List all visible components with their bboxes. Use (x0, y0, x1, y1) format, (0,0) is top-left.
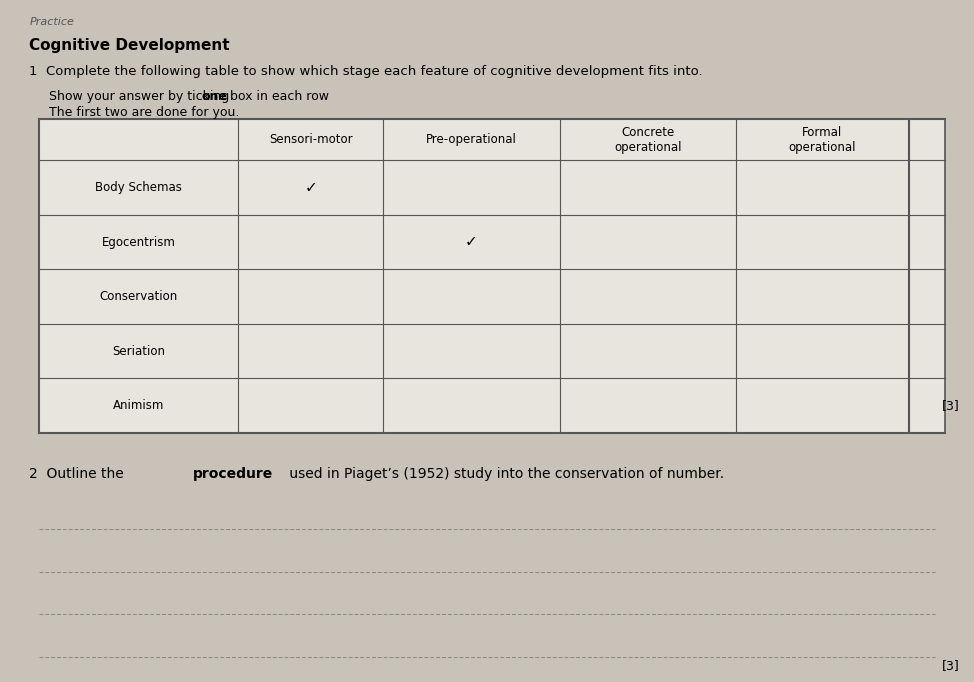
Text: 1  Complete the following table to show which stage each feature of cognitive de: 1 Complete the following table to show w… (29, 65, 703, 78)
Text: Practice: Practice (29, 17, 74, 27)
Text: ✓: ✓ (304, 180, 318, 195)
Text: Show your answer by ticking: Show your answer by ticking (49, 90, 233, 103)
Text: Body Schemas: Body Schemas (95, 181, 182, 194)
Text: Cognitive Development: Cognitive Development (29, 38, 230, 53)
Text: [3]: [3] (942, 659, 959, 672)
Text: ✓: ✓ (466, 235, 478, 250)
Text: used in Piaget’s (1952) study into the conservation of number.: used in Piaget’s (1952) study into the c… (285, 467, 725, 481)
Text: Seriation: Seriation (112, 344, 166, 357)
Text: Concrete
operational: Concrete operational (615, 125, 682, 153)
Text: Formal
operational: Formal operational (789, 125, 856, 153)
Text: one: one (202, 90, 228, 103)
Text: box in each row: box in each row (226, 90, 329, 103)
Text: The first two are done for you.: The first two are done for you. (49, 106, 239, 119)
Text: Pre-operational: Pre-operational (426, 133, 517, 146)
Text: 2  Outline the: 2 Outline the (29, 467, 129, 481)
Text: Sensori-motor: Sensori-motor (269, 133, 353, 146)
Text: Animism: Animism (113, 399, 165, 413)
Text: procedure: procedure (193, 467, 273, 481)
FancyBboxPatch shape (39, 119, 945, 433)
Text: [3]: [3] (942, 399, 959, 413)
Text: Conservation: Conservation (99, 290, 177, 303)
Text: Egocentrism: Egocentrism (101, 235, 175, 248)
